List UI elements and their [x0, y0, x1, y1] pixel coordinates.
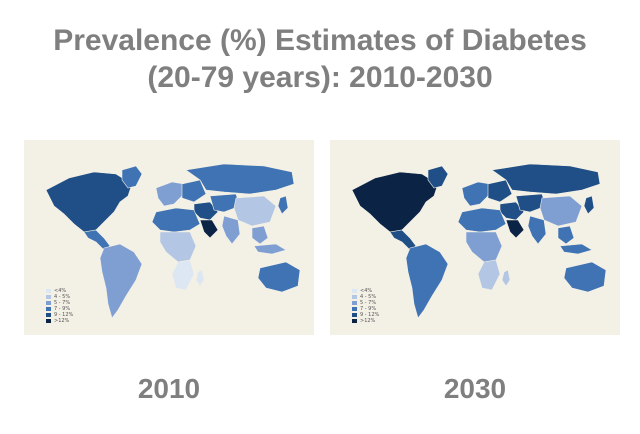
- region-greenland-2010: [121, 165, 143, 189]
- region-greenland-2030: [427, 165, 449, 189]
- region-europe-west-2010: [155, 181, 185, 207]
- region-china-2030: [539, 195, 583, 227]
- world-map-2030: [351, 163, 607, 319]
- legend-label: >12%: [360, 318, 376, 324]
- region-arabia-2010: [199, 219, 219, 239]
- legend-entry: >12%: [352, 318, 379, 324]
- region-africa-south-2010: [171, 259, 195, 291]
- region-europe-east-2010: [181, 179, 207, 203]
- legend-label: >12%: [54, 318, 70, 324]
- region-australia-2010: [257, 261, 301, 293]
- legend-label: 7 - 9%: [54, 306, 71, 312]
- region-japan-2030: [583, 195, 595, 215]
- region-south-america-2010: [99, 243, 143, 319]
- region-north-america-2010: [45, 171, 133, 233]
- year-label-2030: 2030: [443, 373, 507, 404]
- legend-entry: 7 - 9%: [352, 306, 379, 312]
- region-russia-2030: [491, 163, 601, 195]
- region-southeast-asia-2010: [251, 225, 269, 245]
- region-africa-central-2010: [159, 231, 197, 263]
- legend-swatch: [352, 289, 357, 293]
- region-india-2010: [221, 215, 241, 245]
- legend-entry: 5 - 7%: [46, 300, 73, 306]
- slide-title: Prevalence (%) Estimates of Diabetes (20…: [0, 22, 640, 96]
- region-southeast-asia-2030: [557, 225, 575, 245]
- year-label-2010: 2010: [137, 373, 201, 404]
- legend-entry: 5 - 7%: [352, 300, 379, 306]
- map-panel-2010: <4% 4 - 5% 5 - 7% 7 - 9% 9 - 12% >12%: [24, 140, 314, 335]
- region-china-2010: [233, 195, 277, 227]
- legend-swatch: [46, 295, 51, 299]
- legend-swatch: [46, 289, 51, 293]
- legend-entry: 9 - 12%: [352, 312, 379, 318]
- legend-entry: <4%: [46, 288, 73, 294]
- legend-label: 5 - 7%: [360, 300, 377, 306]
- legend-entry: 4 - 5%: [46, 294, 73, 300]
- region-south-america-2030: [405, 243, 449, 319]
- region-japan-2010: [277, 195, 289, 215]
- region-africa-south-2030: [477, 259, 501, 291]
- region-arabia-2030: [505, 219, 525, 239]
- legend-label: <4%: [360, 288, 373, 294]
- legend-swatch: [352, 295, 357, 299]
- region-europe-west-2030: [461, 181, 491, 207]
- title-line-2: (20-79 years): 2010-2030: [147, 61, 493, 94]
- region-madagascar-2030: [501, 269, 511, 287]
- region-north-america-2030: [351, 171, 439, 233]
- legend-entry: >12%: [46, 318, 73, 324]
- legend-label: <4%: [54, 288, 67, 294]
- legend-swatch: [352, 313, 357, 317]
- legend-2010: <4% 4 - 5% 5 - 7% 7 - 9% 9 - 12% >12%: [46, 288, 73, 324]
- region-central-asia-2010: [209, 193, 241, 213]
- region-indonesia-2030: [559, 243, 593, 255]
- legend-2030: <4% 4 - 5% 5 - 7% 7 - 9% 9 - 12% >12%: [352, 288, 379, 324]
- legend-entry: 7 - 9%: [46, 306, 73, 312]
- legend-swatch: [46, 307, 51, 311]
- region-central-asia-2030: [515, 193, 547, 213]
- legend-swatch: [352, 301, 357, 305]
- region-central-america-2010: [83, 229, 111, 251]
- title-line-1: Prevalence (%) Estimates of Diabetes: [53, 24, 587, 57]
- legend-entry: 9 - 12%: [46, 312, 73, 318]
- legend-swatch: [46, 313, 51, 317]
- map-panel-2030: <4% 4 - 5% 5 - 7% 7 - 9% 9 - 12% >12%: [330, 140, 620, 335]
- legend-label: 5 - 7%: [54, 300, 71, 306]
- region-australia-2030: [563, 261, 607, 293]
- legend-swatch: [46, 301, 51, 305]
- legend-label: 7 - 9%: [360, 306, 377, 312]
- legend-swatch: [352, 307, 357, 311]
- region-africa-central-2030: [465, 231, 503, 263]
- region-madagascar-2010: [195, 269, 205, 287]
- legend-entry: <4%: [352, 288, 379, 294]
- legend-label: 4 - 5%: [54, 294, 71, 300]
- legend-swatch: [352, 319, 357, 323]
- region-india-2030: [527, 215, 547, 245]
- legend-label: 9 - 12%: [360, 312, 380, 318]
- world-map-2010: [45, 163, 301, 319]
- region-central-america-2030: [389, 229, 417, 251]
- legend-label: 9 - 12%: [54, 312, 74, 318]
- legend-label: 4 - 5%: [360, 294, 377, 300]
- region-africa-north-2010: [151, 207, 201, 233]
- legend-entry: 4 - 5%: [352, 294, 379, 300]
- region-europe-east-2030: [487, 179, 513, 203]
- region-russia-2010: [185, 163, 295, 195]
- region-africa-north-2030: [457, 207, 507, 233]
- legend-swatch: [46, 319, 51, 323]
- region-indonesia-2010: [253, 243, 287, 255]
